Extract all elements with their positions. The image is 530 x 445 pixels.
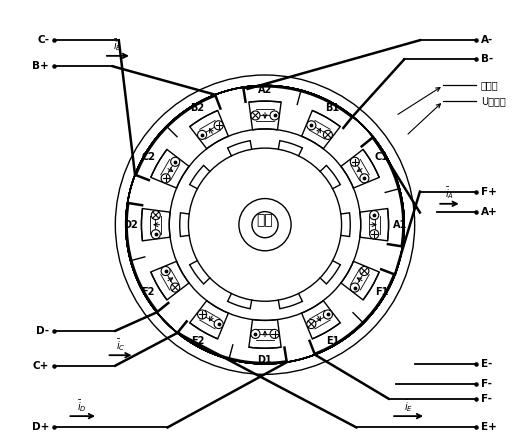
Text: E+: E+ xyxy=(481,422,497,433)
Text: D2: D2 xyxy=(123,220,137,230)
Circle shape xyxy=(370,210,379,220)
Text: A-: A- xyxy=(481,35,493,45)
Text: $\bar{i}_A$: $\bar{i}_A$ xyxy=(445,186,454,201)
Circle shape xyxy=(171,283,180,292)
Circle shape xyxy=(350,157,359,166)
Text: D-: D- xyxy=(36,326,49,336)
Circle shape xyxy=(323,310,332,319)
Circle shape xyxy=(151,230,160,239)
Circle shape xyxy=(198,310,207,319)
Text: F-: F- xyxy=(481,379,492,389)
Text: D+: D+ xyxy=(32,422,49,433)
Circle shape xyxy=(251,111,260,120)
Circle shape xyxy=(151,210,160,220)
Text: C1: C1 xyxy=(375,152,389,162)
Circle shape xyxy=(350,283,359,292)
Text: B+: B+ xyxy=(32,61,49,71)
Text: $\bar{i}_D$: $\bar{i}_D$ xyxy=(77,398,87,413)
Circle shape xyxy=(214,320,223,328)
Text: B1: B1 xyxy=(325,103,340,113)
Text: $\bar{i}_E$: $\bar{i}_E$ xyxy=(404,398,413,413)
Circle shape xyxy=(307,320,316,328)
Circle shape xyxy=(270,329,279,339)
Circle shape xyxy=(161,267,170,275)
Circle shape xyxy=(307,121,316,130)
Circle shape xyxy=(323,130,332,139)
Text: $\bar{i}_B$: $\bar{i}_B$ xyxy=(113,37,122,53)
Text: A1: A1 xyxy=(393,220,407,230)
Text: B-: B- xyxy=(481,54,493,65)
Text: B2: B2 xyxy=(190,103,205,113)
Circle shape xyxy=(251,329,260,339)
Text: $\bar{i}_C$: $\bar{i}_C$ xyxy=(116,337,125,353)
Circle shape xyxy=(360,267,369,275)
Circle shape xyxy=(171,157,180,166)
Text: F1: F1 xyxy=(375,287,388,297)
Circle shape xyxy=(161,174,170,183)
Text: C2: C2 xyxy=(141,152,155,162)
Text: F-: F- xyxy=(481,394,492,404)
Text: F2: F2 xyxy=(142,287,155,297)
Text: D1: D1 xyxy=(258,355,272,364)
Text: 永磁体: 永磁体 xyxy=(481,81,498,90)
Text: 转子: 转子 xyxy=(257,213,273,227)
Text: C+: C+ xyxy=(33,360,49,371)
Circle shape xyxy=(360,174,369,183)
Circle shape xyxy=(198,130,207,139)
Text: C-: C- xyxy=(37,35,49,45)
Text: F+: F+ xyxy=(481,186,497,197)
Text: E2: E2 xyxy=(191,336,204,347)
Text: E-: E- xyxy=(481,359,492,369)
Circle shape xyxy=(214,121,223,130)
Text: U型铁芯: U型铁芯 xyxy=(481,96,506,106)
Circle shape xyxy=(370,230,379,239)
Text: A+: A+ xyxy=(481,207,498,218)
Text: A2: A2 xyxy=(258,85,272,95)
Circle shape xyxy=(270,111,279,120)
Text: E1: E1 xyxy=(326,336,339,347)
